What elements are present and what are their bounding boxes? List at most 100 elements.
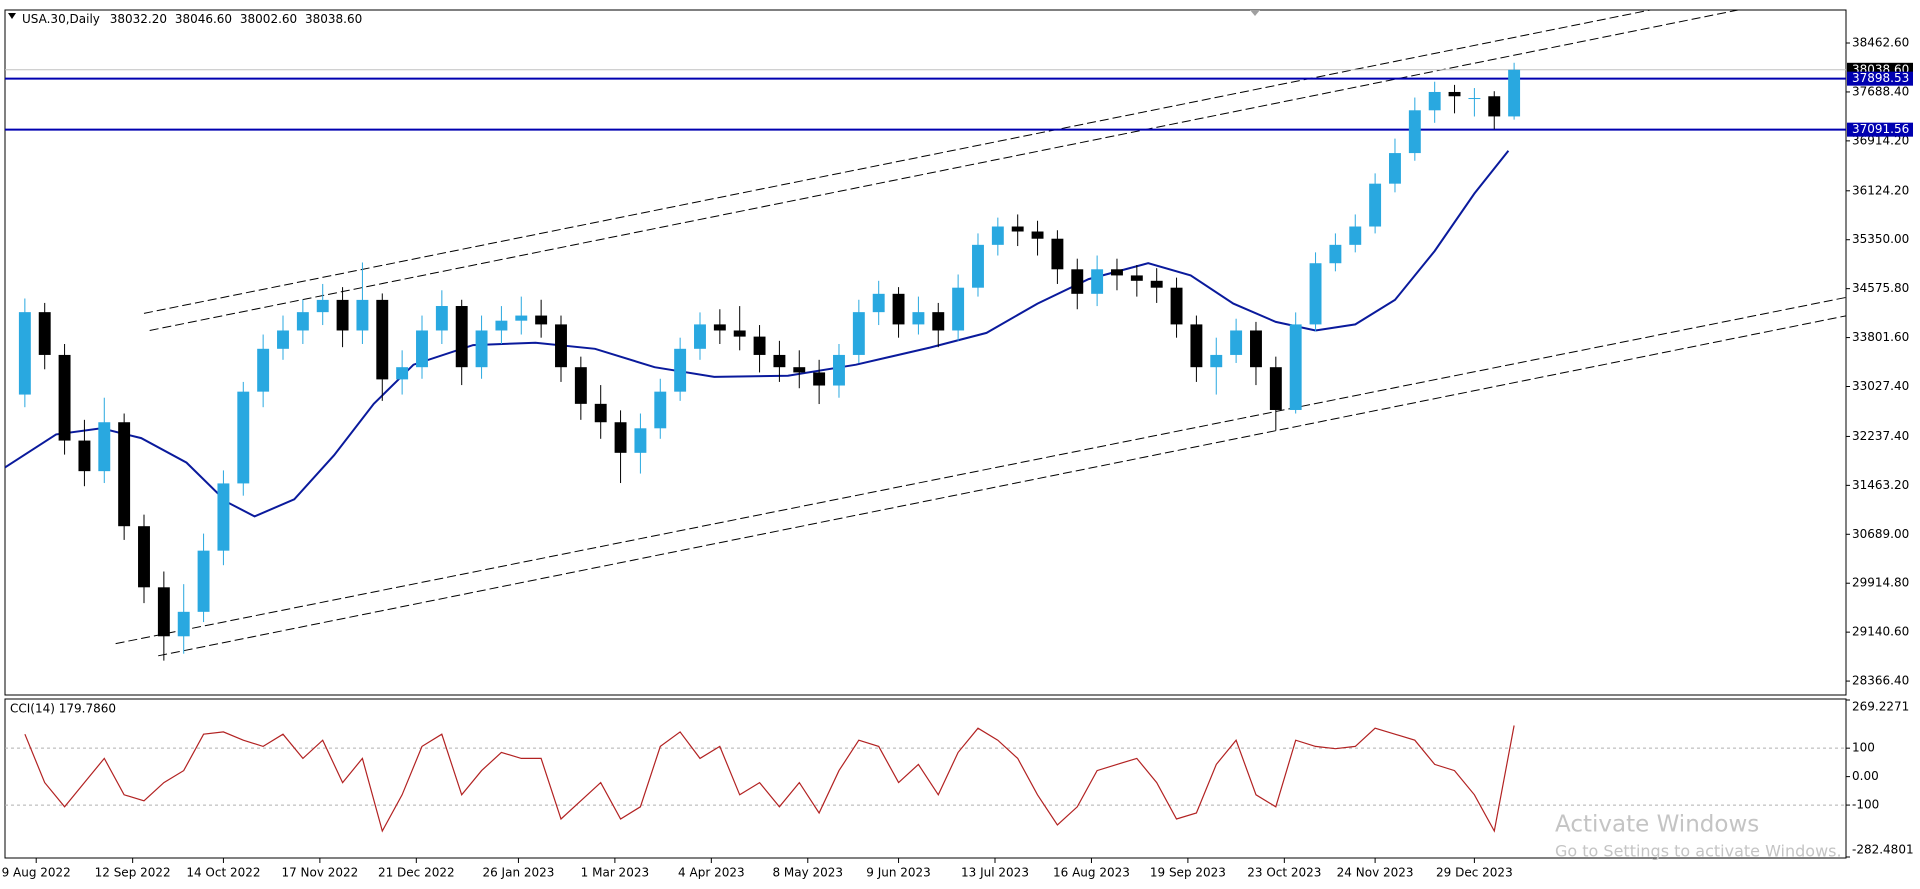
candle-body xyxy=(833,354,845,386)
candle-body xyxy=(495,320,508,331)
candle-body xyxy=(296,312,309,331)
y-tick-label: 38462.60 xyxy=(1852,36,1909,50)
x-tick-label: 26 Jan 2023 xyxy=(482,866,554,880)
level-label-box xyxy=(1847,71,1913,86)
candle-body xyxy=(793,367,806,373)
candle-body xyxy=(1269,367,1282,410)
ohlc-open: 38032.20 xyxy=(110,12,167,26)
y-tick-label: 31463.20 xyxy=(1852,478,1909,492)
menu-arrow[interactable] xyxy=(8,13,16,19)
candle-body xyxy=(38,312,51,355)
y-tick-label: 29914.80 xyxy=(1852,576,1909,590)
candle-body xyxy=(753,336,766,355)
candle-body xyxy=(237,391,250,484)
chart-header: USA.30,Daily 38032.20 38046.60 38002.60 … xyxy=(22,12,362,26)
main-frame xyxy=(4,9,1847,696)
x-tick-label: 9 Jun 2023 xyxy=(866,866,931,880)
ohlc-low: 38002.60 xyxy=(240,12,297,26)
shift-marker xyxy=(1250,10,1260,16)
candle-body xyxy=(1408,110,1421,154)
x-tick-label: 19 Sep 2023 xyxy=(1150,866,1226,880)
candle-body xyxy=(1210,354,1223,368)
candle-body xyxy=(952,287,965,331)
candle-body xyxy=(18,312,31,395)
candle-body xyxy=(1508,69,1521,117)
x-tick-label: 9 Aug 2022 xyxy=(2,866,71,880)
candle-body xyxy=(396,367,409,380)
candle-body xyxy=(1329,244,1342,264)
candle-body xyxy=(455,306,468,368)
x-tick-label: 8 May 2023 xyxy=(772,866,843,880)
candle-body xyxy=(58,354,71,441)
y-tick-label: -282.4801 xyxy=(1852,843,1914,857)
candle-body xyxy=(1111,269,1123,276)
trend-line xyxy=(158,315,1846,657)
candle-body xyxy=(1130,275,1143,281)
candle-body xyxy=(515,315,528,321)
candle-body xyxy=(1468,98,1481,100)
candle-body xyxy=(316,299,329,313)
moving-average xyxy=(5,150,1510,518)
x-tick-label: 4 Apr 2023 xyxy=(678,866,745,880)
x-tick-label: 29 Dec 2023 xyxy=(1436,866,1513,880)
candle-body xyxy=(1011,226,1024,232)
x-tick-label: 17 Nov 2022 xyxy=(281,866,358,880)
candle-body xyxy=(813,372,826,386)
candle-body xyxy=(336,299,349,331)
candle-body xyxy=(177,611,190,637)
candle-body xyxy=(535,315,548,325)
x-tick-label: 16 Aug 2023 xyxy=(1053,866,1130,880)
x-tick-label: 14 Oct 2022 xyxy=(186,866,260,880)
candle-body xyxy=(1230,330,1243,355)
watermark-subtitle: Go to Settings to activate Windows. xyxy=(1555,842,1842,861)
candle-body xyxy=(1031,231,1044,239)
level-label: 37898.53 xyxy=(1852,71,1909,85)
candle-body xyxy=(654,391,667,429)
candle-body xyxy=(594,403,607,423)
y-tick-label: 33027.40 xyxy=(1852,379,1909,393)
candle-body xyxy=(197,550,210,612)
y-tick-label: 269.2271 xyxy=(1852,700,1909,714)
candle-body xyxy=(713,324,726,331)
candle-body xyxy=(356,299,369,331)
y-tick-label: -100 xyxy=(1852,798,1879,812)
x-tick-label: 13 Jul 2023 xyxy=(961,866,1029,880)
candle-body xyxy=(1488,96,1501,117)
y-tick-label: 36124.20 xyxy=(1852,183,1909,197)
indicator-frame xyxy=(4,698,1847,859)
candle-body xyxy=(555,324,567,368)
x-tick-label: 21 Dec 2022 xyxy=(378,866,455,880)
candle-body xyxy=(1091,269,1104,294)
candle-body xyxy=(1448,91,1461,97)
candle-body xyxy=(932,312,945,331)
candle-body xyxy=(1051,238,1064,270)
y-tick-label: 29140.60 xyxy=(1852,625,1909,639)
candle-body xyxy=(78,440,91,472)
ohlc-high: 38046.60 xyxy=(175,12,232,26)
main-plot xyxy=(5,10,1846,661)
trend-line xyxy=(115,296,1846,645)
candle-body xyxy=(1071,269,1084,294)
candle-body xyxy=(1250,330,1262,368)
candle-body xyxy=(217,483,230,551)
candle-body xyxy=(1428,91,1441,111)
y-tick-label: 32237.40 xyxy=(1852,429,1909,443)
candle-body xyxy=(1289,324,1302,410)
candle-body xyxy=(773,354,786,368)
candle-body xyxy=(118,422,131,527)
candle-body xyxy=(574,367,587,404)
candle-body xyxy=(138,526,150,588)
x-tick-label: 12 Sep 2022 xyxy=(95,866,171,880)
candle-body xyxy=(1190,324,1203,368)
y-tick-label: 33801.60 xyxy=(1852,330,1909,344)
candle-body xyxy=(1170,287,1183,325)
candle-body xyxy=(257,348,270,392)
candle-body xyxy=(1150,280,1163,288)
candle-body xyxy=(98,422,111,472)
y-tick-label: 37688.40 xyxy=(1852,84,1909,98)
candle-body xyxy=(892,293,905,325)
y-tick-label: 30689.00 xyxy=(1852,527,1909,541)
candle-body xyxy=(416,330,428,368)
